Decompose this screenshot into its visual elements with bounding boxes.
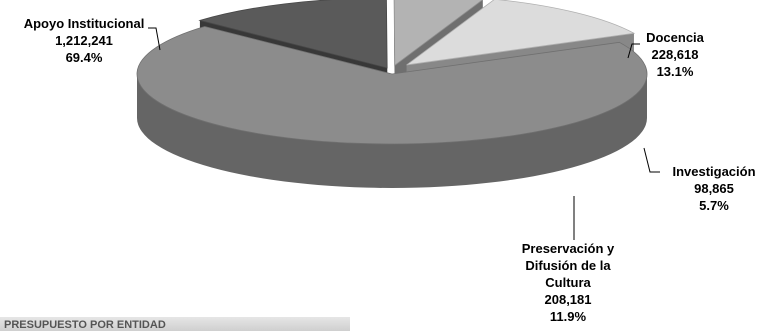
label-preservacion-line1: Preservación y bbox=[522, 241, 615, 256]
label-preservacion-percent: 11.9% bbox=[550, 309, 587, 324]
slice-rim-apoyo-institucional-0 bbox=[137, 74, 647, 188]
slice-preservacion-difusion-cultura bbox=[406, 0, 636, 66]
leader-line-investigacion bbox=[643, 147, 660, 173]
label-apoyo-value: 1,212,241 bbox=[55, 33, 113, 48]
label-apoyo-name: Apoyo Institucional bbox=[24, 16, 145, 31]
label-docencia-percent: 13.1% bbox=[657, 64, 694, 79]
label-preservacion-value: 208,181 bbox=[545, 292, 592, 307]
label-investigacion-percent: 5.7% bbox=[699, 198, 729, 213]
footer-bar: PRESUPUESTO POR ENTIDAD bbox=[0, 317, 350, 331]
footer-text: PRESUPUESTO POR ENTIDAD bbox=[4, 319, 166, 331]
slice-investigacion bbox=[393, 0, 483, 67]
pie-slices bbox=[136, 0, 648, 188]
slice-docencia bbox=[198, 0, 388, 69]
label-preservacion-line2: Difusión de la bbox=[525, 258, 611, 273]
leader-line-apoyo bbox=[148, 27, 161, 51]
label-investigacion-value: 98,865 bbox=[694, 181, 734, 196]
leader-line-docencia bbox=[627, 43, 640, 59]
label-docencia-value: 228,618 bbox=[652, 47, 699, 62]
label-apoyo-percent: 69.4% bbox=[66, 50, 103, 65]
slice-apoyo-institucional bbox=[136, 26, 648, 145]
label-docencia-name: Docencia bbox=[646, 30, 705, 45]
label-investigacion-name: Investigación bbox=[672, 164, 755, 179]
label-preservacion-line3: Cultura bbox=[545, 275, 591, 290]
